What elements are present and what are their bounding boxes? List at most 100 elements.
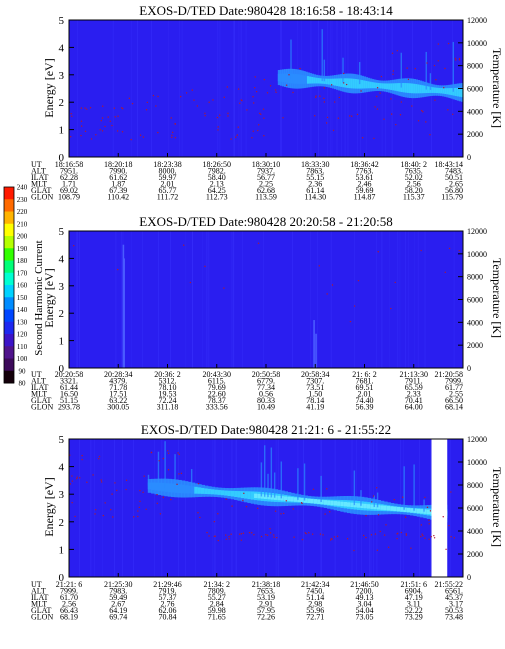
table-cell: 50.53 xyxy=(445,606,463,615)
temperature-dot xyxy=(98,458,100,460)
panel-1-y2label: Temperature [K] xyxy=(490,48,504,128)
band-core xyxy=(390,83,394,90)
table-cell: 50.51 xyxy=(445,173,463,182)
spectrogram-streak xyxy=(158,231,159,368)
temperature-dot xyxy=(94,513,96,515)
table-cell: 2.91 xyxy=(259,600,273,609)
band-peak xyxy=(297,497,302,503)
spectrogram-streak xyxy=(264,439,265,577)
band-core xyxy=(340,78,344,87)
band-peak xyxy=(373,504,378,510)
table-cell: 67.39 xyxy=(109,186,127,195)
temperature-dot xyxy=(228,535,230,538)
panel-1-ytick-label: 0 xyxy=(59,152,65,164)
temperature-dot xyxy=(116,489,118,492)
table-cell: 2.01 xyxy=(161,180,175,189)
table-cell: 20:28:34 xyxy=(104,370,132,379)
table-cell: 21:29:46 xyxy=(153,580,181,589)
temperature-dot xyxy=(152,94,155,97)
band-core xyxy=(346,78,350,88)
spectrogram-streak xyxy=(231,439,233,577)
table-cell: 6561. xyxy=(445,587,463,596)
temperature-dot xyxy=(374,106,376,108)
temperature-dot xyxy=(445,548,447,550)
spectrogram-streak xyxy=(114,439,115,577)
band-burst xyxy=(260,462,263,497)
temperature-dot xyxy=(71,480,74,482)
table-cell: 71.65 xyxy=(208,613,226,622)
temperature-dot xyxy=(167,450,169,452)
temperature-dot xyxy=(245,505,248,508)
table-cell: 18:40: 2 xyxy=(401,160,427,169)
temperature-dot xyxy=(433,537,436,539)
table-cell: 21:38:18 xyxy=(252,580,280,589)
band-burst xyxy=(270,447,273,498)
panel-1-orbit-table: UTALTILATMLTGLATGLON18:16:587951.62.281.… xyxy=(31,160,463,202)
table-row-label: ILAT xyxy=(31,173,48,182)
band-core xyxy=(247,491,252,500)
panel-3-ytick-label: 0 xyxy=(59,572,65,584)
band-peak xyxy=(260,494,265,499)
temperature-dot xyxy=(426,62,428,64)
temperature-dot xyxy=(333,536,336,538)
table-cell: 18:43:14 xyxy=(435,160,463,169)
table-cell: 45.37 xyxy=(445,593,463,602)
temperature-dot xyxy=(112,516,114,518)
temperature-dot xyxy=(217,126,219,128)
panel-1-ytick-label: 4 xyxy=(59,42,65,54)
band-core xyxy=(354,79,358,89)
temperature-dot xyxy=(142,136,145,138)
temperature-dot xyxy=(345,83,348,86)
band-peak xyxy=(347,502,352,507)
temperature-dot xyxy=(308,532,310,534)
temperature-dot xyxy=(301,502,303,505)
band-core xyxy=(388,83,391,90)
temperature-dot xyxy=(84,130,87,133)
spectrogram-spike xyxy=(313,320,315,368)
temperature-dot xyxy=(376,95,378,98)
band-core xyxy=(313,77,317,84)
temperature-dot xyxy=(213,520,216,523)
table-row-label: ALT xyxy=(31,167,46,176)
band-peak xyxy=(403,507,408,513)
band-burst xyxy=(323,59,325,82)
temperature-dot xyxy=(385,524,387,526)
temperature-dot xyxy=(238,533,241,535)
table-cell: 18:26:50 xyxy=(203,160,231,169)
spectrogram-streak xyxy=(240,20,242,157)
band-peak xyxy=(303,498,308,503)
table-cell: 55.96 xyxy=(306,606,324,615)
temperature-dot xyxy=(376,549,379,551)
spectrogram-streak xyxy=(258,439,259,577)
temperature-dot xyxy=(454,57,457,60)
temperature-dot xyxy=(155,105,157,107)
temperature-dot xyxy=(437,43,440,45)
band-core xyxy=(296,74,300,84)
temperature-dot xyxy=(265,533,267,536)
table-cell: 21:34: 2 xyxy=(204,580,230,589)
table-cell: 54.04 xyxy=(356,606,374,615)
temperature-dot xyxy=(85,108,88,110)
table-cell: 58.20 xyxy=(405,186,423,195)
temperature-dot xyxy=(399,114,402,116)
panel-1-ytick-label: 5 xyxy=(59,15,65,27)
temperature-dot xyxy=(365,515,367,517)
band-burst xyxy=(297,468,299,500)
band-core xyxy=(356,79,360,89)
band-core xyxy=(377,83,381,89)
band-burst xyxy=(321,29,323,82)
band-burst xyxy=(373,495,375,508)
band-core xyxy=(190,486,196,494)
band-core xyxy=(413,83,416,94)
temperature-dot xyxy=(428,523,430,525)
band-core xyxy=(404,83,408,93)
band-peak xyxy=(340,501,345,507)
table-cell: 62.68 xyxy=(257,186,275,195)
panel-1-spectrogram xyxy=(70,20,463,157)
band-core xyxy=(438,87,441,94)
temperature-dot xyxy=(139,134,142,136)
colorbar-swatch xyxy=(4,187,14,200)
band-core xyxy=(200,487,206,494)
spectrogram-streak xyxy=(281,20,282,157)
table-cell: 61.70 xyxy=(60,593,78,602)
